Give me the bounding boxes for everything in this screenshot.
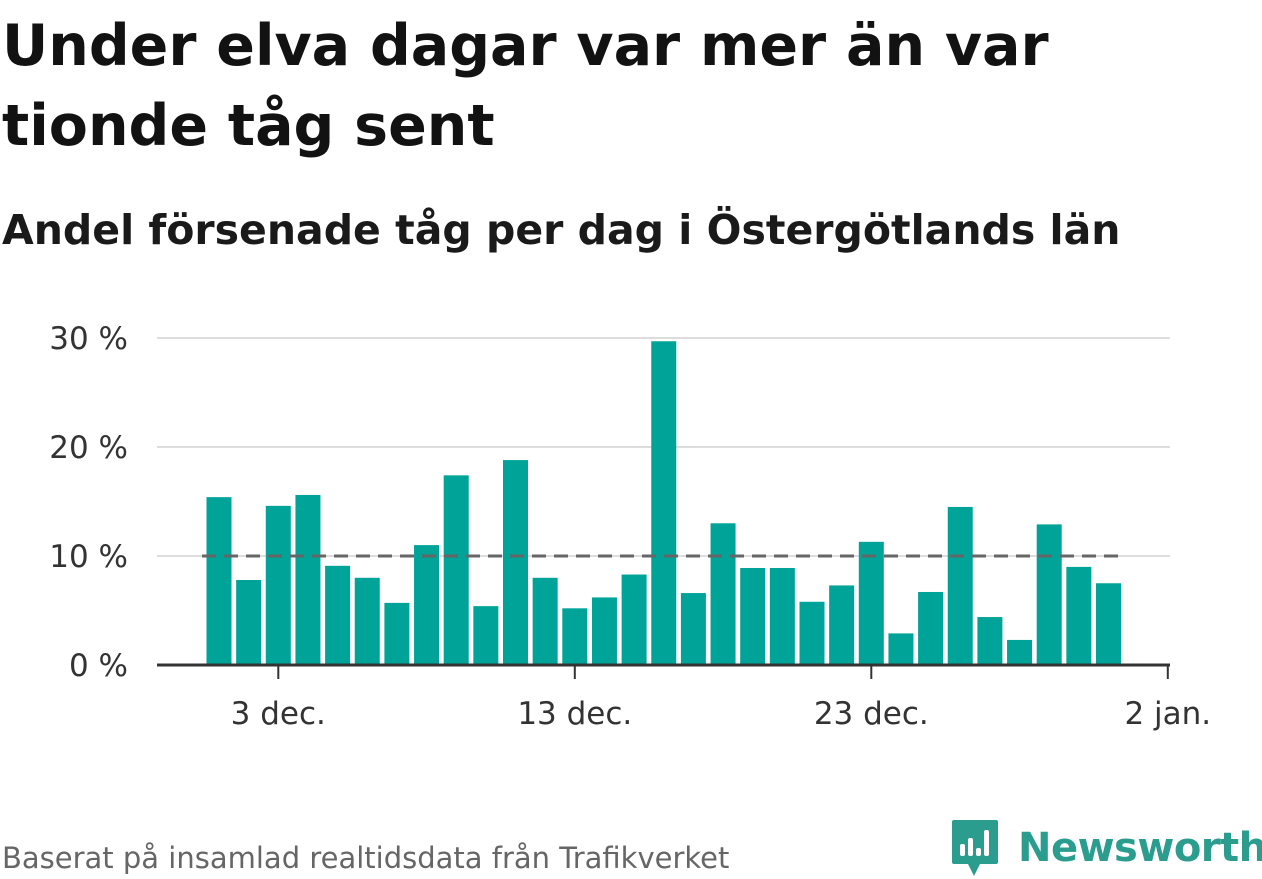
y-tick-label: 0 % [69,648,128,684]
bar [769,567,795,665]
bar [443,475,469,665]
brand-name: Newsworthy [1018,825,1262,871]
bar [591,597,617,665]
bar [680,593,706,665]
bar [325,565,351,665]
bar [384,602,410,665]
bar [1007,639,1033,665]
bar [888,633,914,665]
y-tick-label: 30 % [49,321,128,357]
bar [799,601,825,665]
bar [918,591,944,665]
tick-labels: 0 % 10 % 20 % 30 % 3 dec. 13 dec. 23 dec. 2 jan… [49,321,1211,732]
x-tick-label: 13 dec. [517,696,632,732]
y-tick-label: 20 % [49,430,128,466]
brand-logo[interactable]: Newsworthy [950,818,1262,878]
bar [1036,524,1062,665]
bars [206,341,1121,665]
bar [858,541,884,665]
bar [236,579,262,665]
bar [414,545,440,665]
bar [1066,566,1092,665]
bar-chart: 0 % 10 % 20 % 30 % 3 dec. 13 dec. 23 dec. 2 jan… [49,321,1211,732]
x-tick-label: 23 dec. [814,696,929,732]
bar [829,585,855,665]
bar [710,523,736,665]
y-tick-label: 10 % [49,539,128,575]
bar [473,606,499,665]
bar [651,341,677,665]
bar [740,567,766,665]
x-tick-label: 2 jan. [1124,696,1211,732]
bar [621,574,647,665]
bar [977,617,1003,665]
bar [1096,583,1121,665]
bar [532,577,558,665]
source-note: Baserat på insamlad realtidsdata från Tr… [2,841,730,875]
chart-title: Under elva dagar var mer än var tionde t… [2,13,1049,159]
newsworthy-chart-icon [952,820,998,876]
bar [206,497,232,665]
bar [265,505,291,665]
bar [947,506,973,665]
bar [562,608,588,665]
bar [503,460,528,665]
axes [157,663,1170,679]
bar [295,494,321,665]
bar [354,577,380,665]
chart-subtitle: Andel försenade tåg per dag i Östergötla… [2,206,1121,254]
x-tick-label: 3 dec. [231,696,326,732]
